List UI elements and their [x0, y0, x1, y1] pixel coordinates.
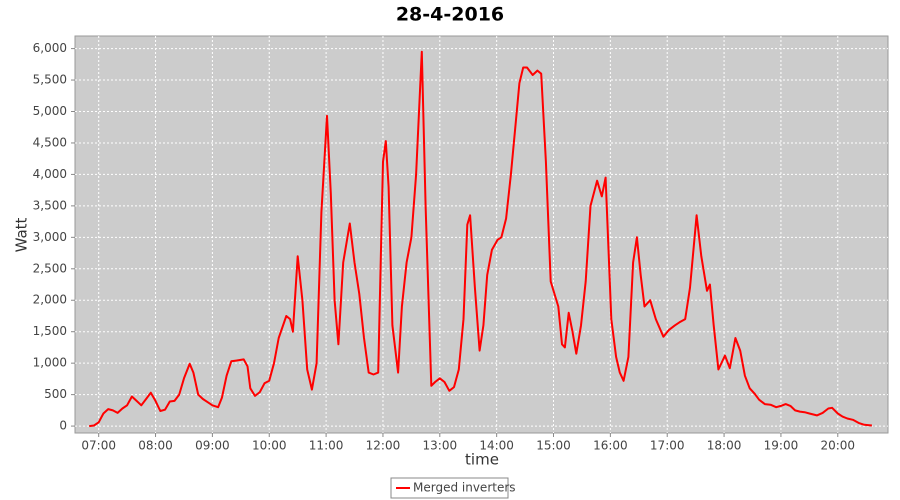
y-axis-label: Watt	[13, 217, 31, 252]
y-tick-label: 3,000	[33, 230, 67, 244]
x-tick-label: 11:00	[309, 439, 344, 453]
x-tick-label: 14:00	[479, 439, 514, 453]
y-tick-label: 1,500	[33, 324, 67, 338]
legend-label: Merged inverters	[413, 481, 516, 495]
x-tick-label: 09:00	[195, 439, 230, 453]
x-tick-label: 16:00	[593, 439, 628, 453]
x-tick-label: 17:00	[650, 439, 685, 453]
x-axis-label: time	[465, 451, 499, 469]
y-tick-label: 5,500	[33, 73, 67, 87]
x-tick-label: 15:00	[536, 439, 571, 453]
x-tick-label: 12:00	[366, 439, 401, 453]
plot-area	[74, 35, 889, 434]
y-tick-label: 0	[59, 419, 67, 433]
y-tick-label: 2,500	[33, 261, 67, 275]
x-tick-label: 08:00	[138, 439, 173, 453]
x-tick-label: 07:00	[81, 439, 116, 453]
series-line	[89, 50, 872, 428]
x-tick-label: 20:00	[820, 439, 855, 453]
y-tick-label: 4,000	[33, 167, 67, 181]
x-tick-label: 19:00	[764, 439, 799, 453]
y-tick-label: 500	[44, 387, 67, 401]
y-tick-label: 6,000	[33, 41, 67, 55]
x-tick-label: 13:00	[423, 439, 458, 453]
y-tick-label: 1,000	[33, 356, 67, 370]
y-tick-label: 3,500	[33, 198, 67, 212]
legend	[390, 477, 509, 499]
y-tick-label: 2,000	[33, 293, 67, 307]
x-tick-label: 10:00	[252, 439, 287, 453]
y-tick-label: 4,500	[33, 135, 67, 149]
chart-title: 28-4-2016	[396, 4, 504, 26]
x-tick-label: 18:00	[707, 439, 742, 453]
y-tick-label: 5,000	[33, 104, 67, 118]
